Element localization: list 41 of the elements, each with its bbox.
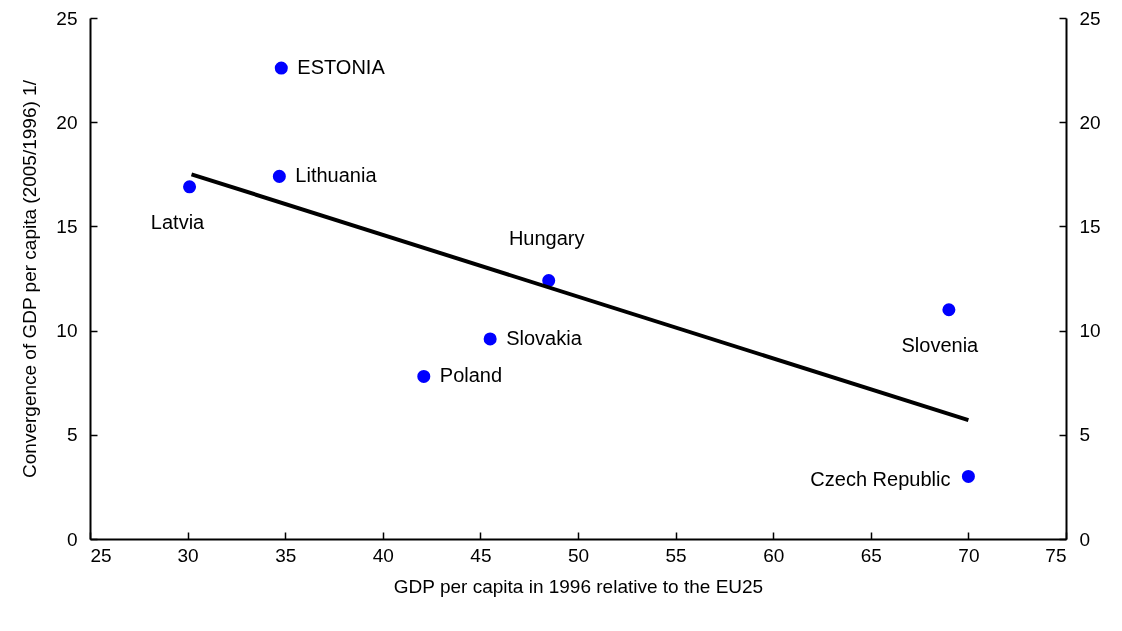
y-tick-label: 25 xyxy=(56,7,78,29)
x-axis-title: GDP per capita in 1996 relative to the EU25 xyxy=(393,575,764,597)
y2-tick-label: 20 xyxy=(1079,111,1101,133)
x-tick-label: 65 xyxy=(860,544,882,566)
point xyxy=(483,332,497,346)
y2-tick-label: 0 xyxy=(1079,528,1091,550)
y-tick-label: 5 xyxy=(66,424,78,446)
x-tick-label: 30 xyxy=(177,544,199,566)
y2-tick-label: 15 xyxy=(1079,215,1101,237)
annotation: ESTONIA xyxy=(297,56,386,79)
y2-tick-label: 5 xyxy=(1079,424,1091,446)
point xyxy=(274,61,288,75)
x-tick-label: 40 xyxy=(372,544,394,566)
point xyxy=(542,274,556,288)
annotation: Slovenia xyxy=(901,333,980,356)
annotation: Czech Republic xyxy=(810,468,951,491)
y2-tick-label: 25 xyxy=(1079,7,1101,29)
y2-tick-label: 10 xyxy=(1079,320,1101,342)
x-tick-label: 70 xyxy=(958,544,980,566)
annotation: Poland xyxy=(439,364,503,387)
point xyxy=(961,469,975,483)
point xyxy=(942,303,956,317)
y-tick-label: 15 xyxy=(56,215,78,237)
annotation: Lithuania xyxy=(295,164,378,187)
x-tick-label: 55 xyxy=(665,544,687,566)
annotation: Latvia xyxy=(150,210,206,233)
point xyxy=(183,180,197,194)
x-tick-label: 25 xyxy=(90,544,112,566)
point xyxy=(417,369,431,383)
x-tick-label: 60 xyxy=(763,544,785,566)
x-tick-label: 35 xyxy=(275,544,297,566)
y-tick-label: 0 xyxy=(66,528,78,550)
y-axis-title: Convergence of GDP per capita (2005/1996) 1/ xyxy=(19,79,41,478)
y-tick-label: 10 xyxy=(56,320,78,342)
x-tick-label: 45 xyxy=(470,544,492,566)
y-tick-label: 20 xyxy=(56,111,78,133)
annotation: Slovakia xyxy=(506,326,583,349)
point xyxy=(272,169,286,183)
annotation: Hungary xyxy=(508,226,585,249)
x-tick-label: 50 xyxy=(567,544,590,566)
x-tick-label: 75 xyxy=(1045,544,1067,566)
